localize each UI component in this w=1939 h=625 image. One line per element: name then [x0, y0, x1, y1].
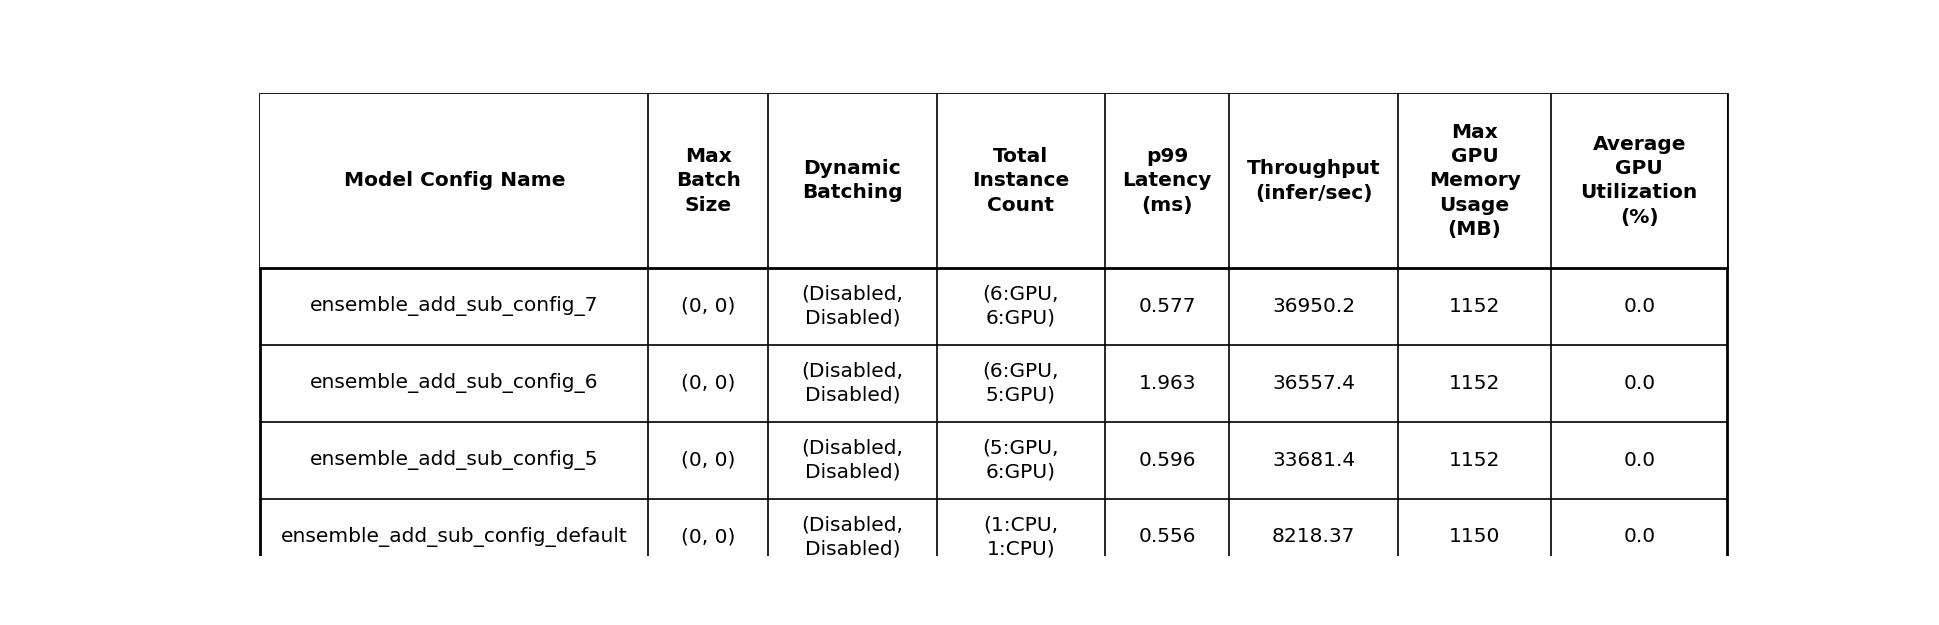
Text: (0, 0): (0, 0) [681, 528, 735, 546]
Text: Average
GPU
Utilization
(%): Average GPU Utilization (%) [1580, 135, 1699, 227]
Text: 8218.37: 8218.37 [1272, 528, 1355, 546]
Text: p99
Latency
(ms): p99 Latency (ms) [1123, 147, 1212, 214]
Text: Total
Instance
Count: Total Instance Count [971, 147, 1070, 214]
Text: Dynamic
Batching: Dynamic Batching [803, 159, 904, 202]
Text: 1150: 1150 [1448, 528, 1501, 546]
Text: (6:GPU,
6:GPU): (6:GPU, 6:GPU) [983, 284, 1059, 328]
Text: 0.0: 0.0 [1623, 528, 1656, 546]
Text: Max
Batch
Size: Max Batch Size [677, 147, 741, 214]
Text: (Disabled,
Disabled): (Disabled, Disabled) [801, 516, 904, 559]
Text: (5:GPU,
6:GPU): (5:GPU, 6:GPU) [983, 438, 1059, 482]
Text: 36557.4: 36557.4 [1272, 374, 1355, 392]
Text: (Disabled,
Disabled): (Disabled, Disabled) [801, 361, 904, 404]
Text: (0, 0): (0, 0) [681, 374, 735, 392]
Text: (Disabled,
Disabled): (Disabled, Disabled) [801, 284, 904, 328]
Text: 0.0: 0.0 [1623, 451, 1656, 469]
Bar [260, 94, 1728, 268]
Text: ensemble_add_sub_config_7: ensemble_add_sub_config_7 [310, 296, 599, 316]
Text: (1:CPU,
1:CPU): (1:CPU, 1:CPU) [983, 516, 1059, 559]
Text: (6:GPU,
5:GPU): (6:GPU, 5:GPU) [983, 361, 1059, 404]
Text: 36950.2: 36950.2 [1272, 296, 1355, 316]
Text: 1152: 1152 [1448, 374, 1501, 392]
Text: Max
GPU
Memory
Usage
(MB): Max GPU Memory Usage (MB) [1429, 123, 1520, 239]
Text: 0.0: 0.0 [1623, 296, 1656, 316]
Text: 1152: 1152 [1448, 451, 1501, 469]
Text: 1152: 1152 [1448, 296, 1501, 316]
Text: Model Config Name: Model Config Name [343, 171, 564, 191]
Text: Throughput
(infer/sec): Throughput (infer/sec) [1247, 159, 1381, 202]
Text: 0.577: 0.577 [1138, 296, 1196, 316]
Text: (0, 0): (0, 0) [681, 451, 735, 469]
Text: 1.963: 1.963 [1138, 374, 1196, 392]
Text: (0, 0): (0, 0) [681, 296, 735, 316]
Text: ensemble_add_sub_config_default: ensemble_add_sub_config_default [281, 527, 628, 547]
Text: 0.0: 0.0 [1623, 374, 1656, 392]
Text: (Disabled,
Disabled): (Disabled, Disabled) [801, 438, 904, 482]
Text: 0.556: 0.556 [1138, 528, 1196, 546]
Text: 33681.4: 33681.4 [1272, 451, 1355, 469]
Text: ensemble_add_sub_config_6: ensemble_add_sub_config_6 [310, 373, 599, 393]
Text: ensemble_add_sub_config_5: ensemble_add_sub_config_5 [310, 450, 599, 470]
Text: 0.596: 0.596 [1138, 451, 1196, 469]
